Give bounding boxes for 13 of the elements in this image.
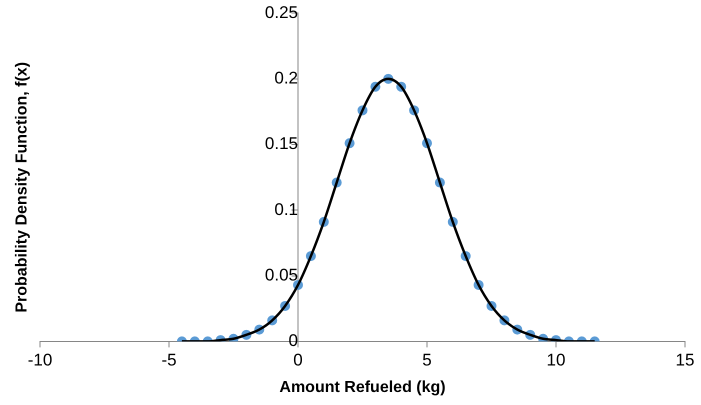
y-tick-label: 0.2 xyxy=(274,68,298,88)
y-tick-label: 0.15 xyxy=(264,134,298,154)
x-tick-label: 15 xyxy=(676,350,694,370)
y-tick-label: 0.1 xyxy=(274,200,298,219)
x-tick-label: 10 xyxy=(546,350,566,370)
y-tick-label: 0 xyxy=(288,331,298,350)
y-tick-label: 0.05 xyxy=(264,265,298,284)
x-tick-label: 5 xyxy=(422,350,432,370)
x-tick-label: -10 xyxy=(28,350,52,370)
x-tick-label: -5 xyxy=(161,350,177,370)
y-tick-label: 0.25 xyxy=(264,2,298,22)
y-axis-title: Probability Density Function, f(x) xyxy=(13,62,30,313)
x-axis-title: Amount Refueled (kg) xyxy=(279,378,446,396)
